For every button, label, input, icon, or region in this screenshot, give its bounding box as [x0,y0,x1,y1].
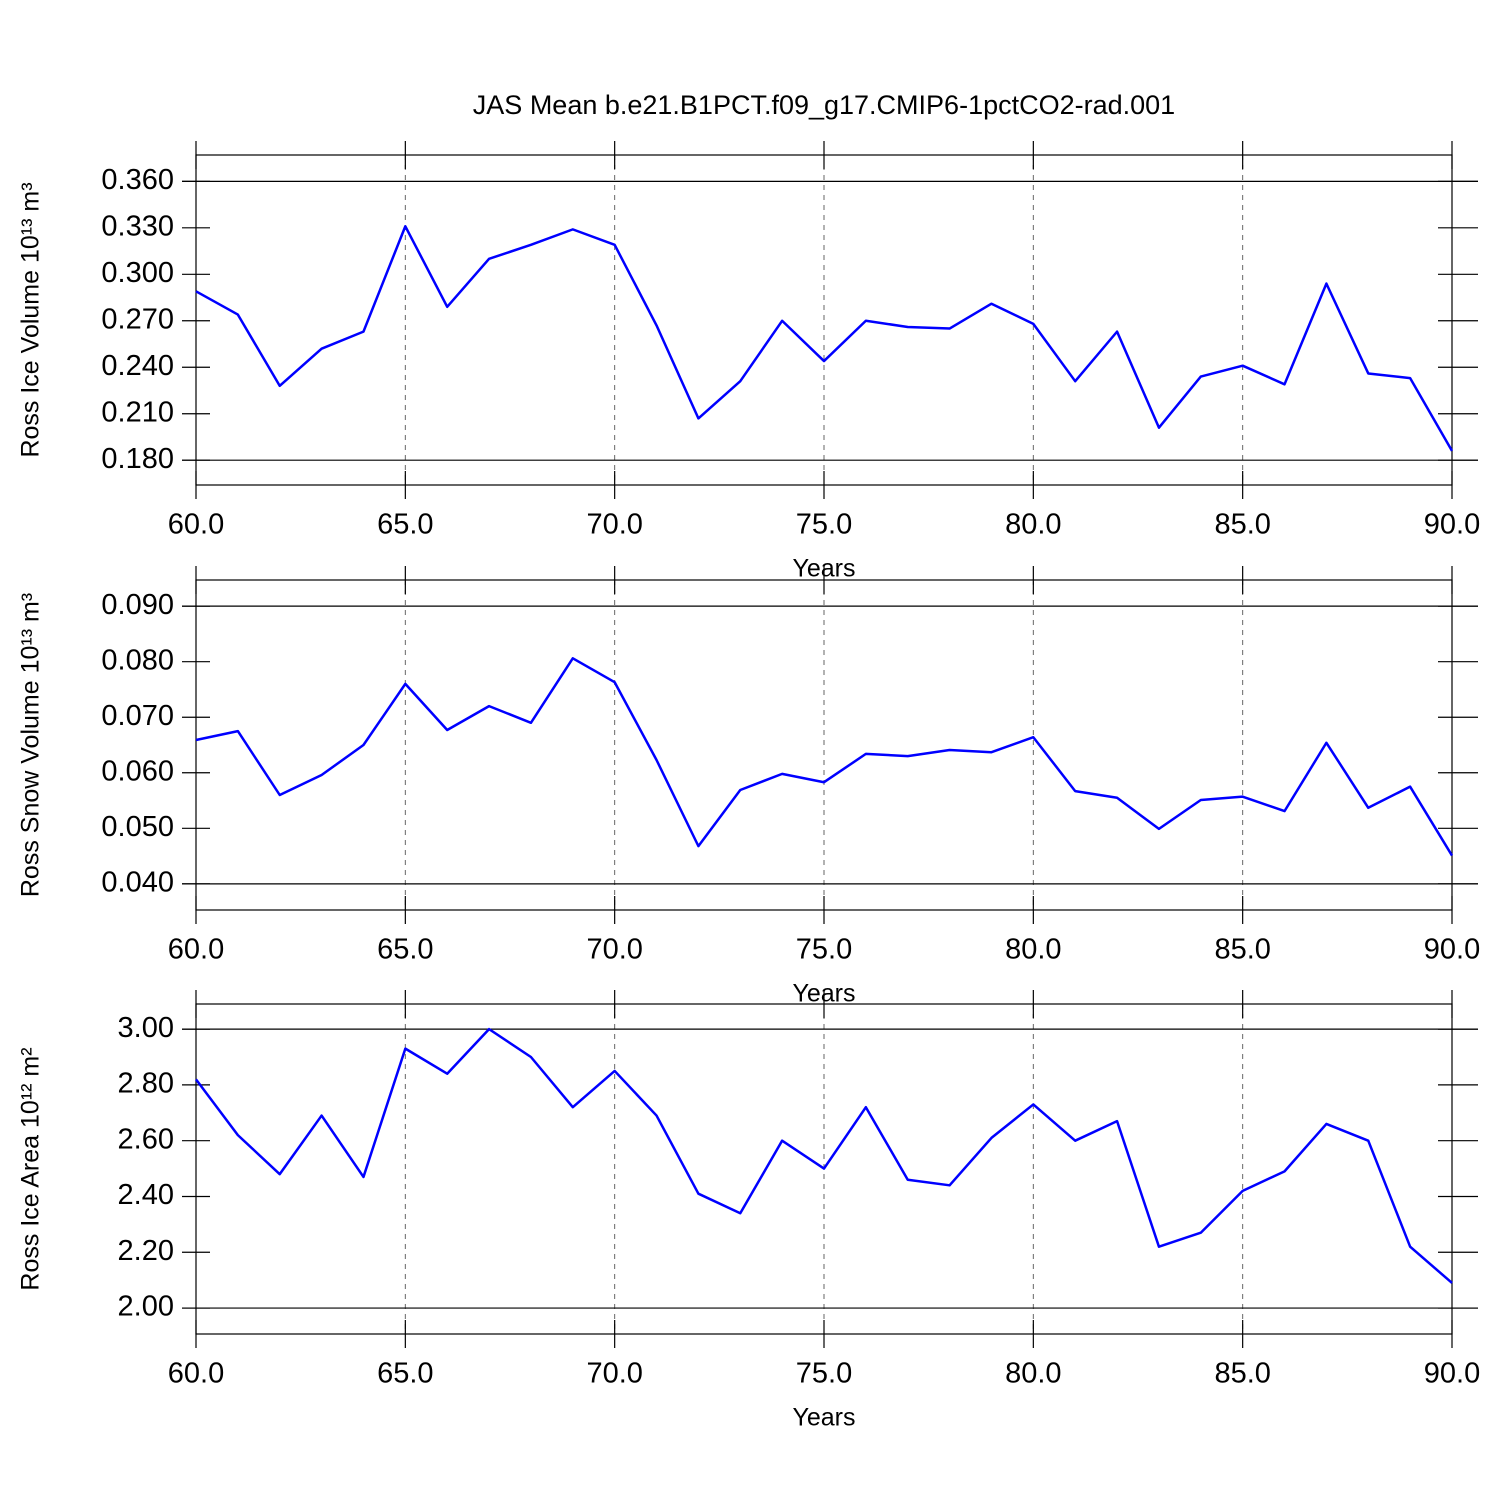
x-tick-label: 75.0 [796,1358,852,1390]
x-tick-label: 70.0 [586,509,642,541]
x-tick-label: 65.0 [377,509,433,541]
data-line [195,657,1454,857]
x-tick-label: 80.0 [1005,934,1061,966]
y-tick-label: 2.00 [118,1291,174,1323]
y-tick-label: 0.060 [101,755,174,787]
x-tick-label: 85.0 [1214,934,1270,966]
data-line [195,1027,1453,1284]
x-tick-label: 65.0 [377,934,433,966]
y-tick-label: 0.050 [101,811,174,843]
y-tick-label: 0.070 [101,700,174,732]
y-tick-label: 0.090 [101,589,174,621]
y-axis-label: Ross Ice Area 10¹² m² [17,1047,45,1290]
x-tick-label: 90.0 [1424,1358,1480,1390]
y-tick-label: 0.330 [101,210,174,242]
y-axis-label: Ross Ice Volume 10¹³ m³ [17,182,45,457]
data-line [195,225,1454,452]
y-tick-label: 2.60 [118,1123,174,1155]
y-tick-label: 2.20 [118,1235,174,1267]
x-axis-label: Years [792,1404,855,1432]
y-tick-label: 2.40 [118,1179,174,1211]
y-tick-label: 0.300 [101,257,174,289]
y-tick-label: 0.040 [101,867,174,899]
y-tick-label: 0.080 [101,644,174,676]
x-tick-label: 75.0 [796,934,852,966]
x-tick-label: 60.0 [168,1358,224,1390]
x-tick-label: 60.0 [168,934,224,966]
x-tick-label: 75.0 [796,509,852,541]
chart-title: JAS Mean b.e21.B1PCT.f09_g17.CMIP6-1pctC… [473,90,1175,120]
x-tick-label: 80.0 [1005,1358,1061,1390]
y-tick-label: 2.80 [118,1068,174,1100]
y-tick-label: 0.210 [101,396,174,428]
x-tick-label: 70.0 [586,1358,642,1390]
y-tick-label: 0.180 [101,443,174,475]
x-tick-label: 85.0 [1214,509,1270,541]
x-tick-label: 65.0 [377,1358,433,1390]
y-tick-label: 0.360 [101,164,174,196]
y-axis-label: Ross Snow Volume 10¹³ m³ [17,593,45,897]
y-tick-label: 0.240 [101,350,174,382]
x-tick-label: 80.0 [1005,509,1061,541]
x-tick-label: 70.0 [586,934,642,966]
y-tick-label: 3.00 [118,1012,174,1044]
x-tick-label: 60.0 [168,509,224,541]
x-tick-label: 90.0 [1424,934,1480,966]
x-tick-label: 90.0 [1424,509,1480,541]
y-tick-label: 0.270 [101,303,174,335]
x-tick-label: 85.0 [1214,1358,1270,1390]
